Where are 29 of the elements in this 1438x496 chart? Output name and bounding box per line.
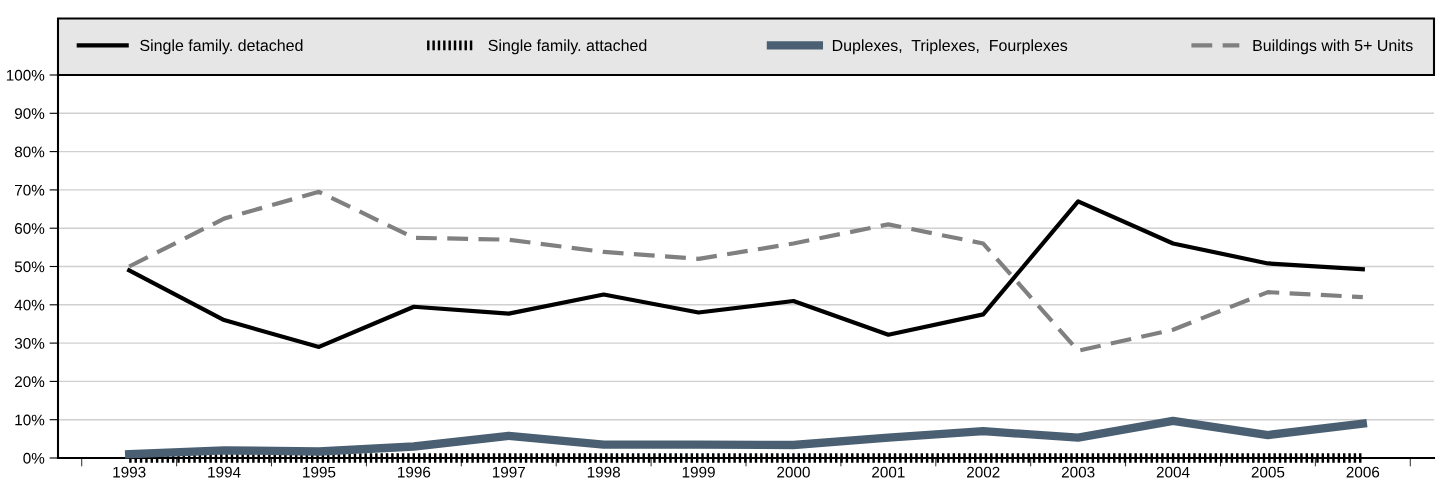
x-tick-label: 1993 (113, 466, 146, 478)
y-tick-label: 10% (15, 414, 45, 426)
x-tick-label: 2005 (1251, 466, 1285, 478)
y-tick-label: 90% (14, 108, 45, 119)
y-tick-label: 50% (14, 261, 45, 273)
legend-label: Single family. attached (488, 39, 647, 55)
x-tick-label: 2003 (1061, 466, 1095, 478)
x-tick-label: 1996 (398, 466, 431, 478)
x-tick-label: 2002 (967, 466, 1000, 478)
legend-label: Single family. detached (140, 39, 303, 55)
y-tick-label: 60% (15, 223, 45, 234)
x-tick-label: 2000 (777, 466, 810, 478)
x-tick-label: 1997 (492, 466, 525, 478)
legend-label: Duplexes, Triplexes, Fourplexes (832, 39, 1068, 55)
y-tick-label: 20% (15, 376, 45, 388)
x-tick-label: 1995 (303, 466, 336, 478)
y-tick-label: 100% (6, 69, 45, 81)
x-tick-label: 1999 (682, 466, 715, 478)
x-tick-label: 2001 (872, 466, 905, 478)
y-tick-label: 70% (15, 184, 45, 196)
legend-label: Buildings with 5+ Units (1253, 39, 1413, 55)
x-tick-label: 2004 (1156, 466, 1190, 478)
x-tick-label: 1994 (208, 466, 241, 478)
x-tick-label: 1998 (587, 466, 620, 478)
y-tick-label: 30% (14, 337, 45, 349)
y-tick-label: 40% (14, 299, 45, 311)
y-tick-label: 80% (14, 146, 45, 158)
x-tick-label: 2006 (1346, 466, 1380, 478)
y-tick-label: 0% (23, 452, 45, 464)
